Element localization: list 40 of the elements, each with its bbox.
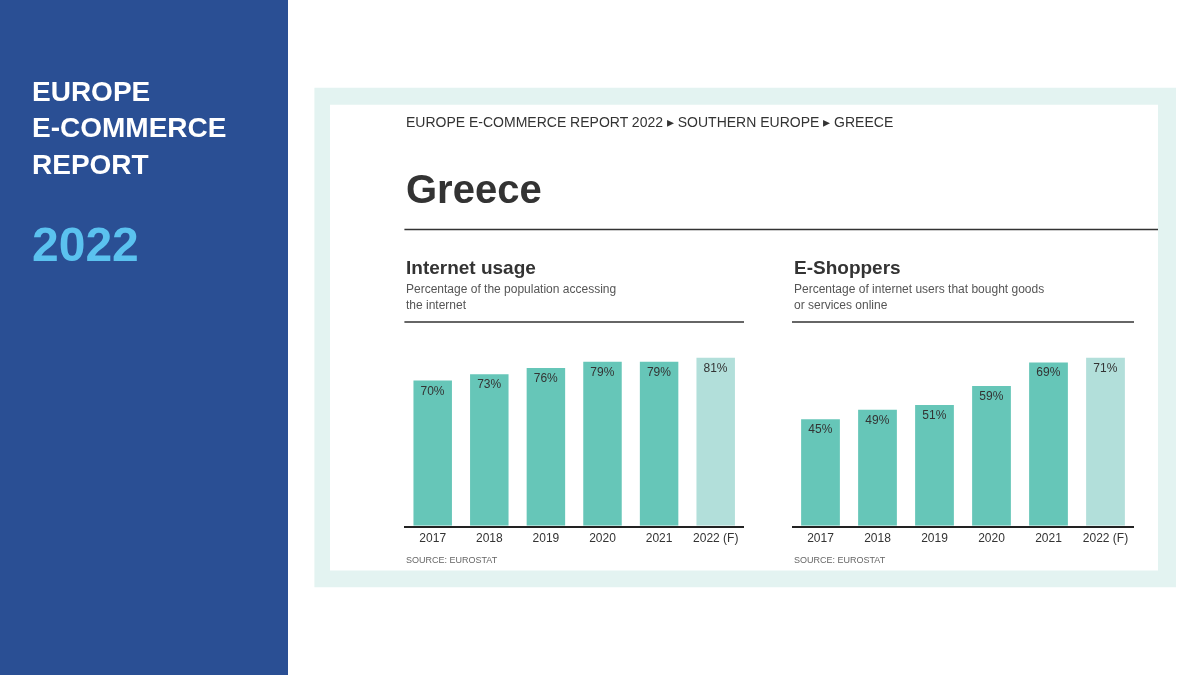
bar [915, 405, 954, 526]
x-tick-label: 2018 [475, 531, 503, 546]
x-tick-label: 2020 [589, 531, 617, 546]
text: 2022 [32, 218, 139, 271]
bar [1029, 362, 1068, 526]
data-label: 45% [808, 422, 833, 437]
x-tick-label: 2022 (F) [1082, 531, 1129, 546]
data-label: 76% [533, 371, 559, 386]
x-tick-label: 2017 [419, 531, 447, 546]
data-label: 70% [420, 383, 445, 398]
data-label: 79% [590, 364, 615, 379]
x-tick-label: 2022 (F) [693, 531, 739, 546]
chart-subtitle: Percentage of the population accessing the internet [406, 282, 617, 312]
bar [858, 409, 897, 526]
data-label: 79% [646, 364, 672, 379]
text: EUROPE E-COMMERCE REPORT 2022 ▸ SOUTHERN EUROPE ▸ GREECE [406, 114, 894, 130]
data-label: 73% [477, 377, 502, 392]
bar [801, 419, 840, 526]
x-tick-label: 2018 [864, 531, 892, 546]
x-tick-label: 2021 [645, 531, 673, 546]
data-label: 49% [865, 412, 890, 427]
x-tick-label: 2017 [807, 531, 835, 546]
data-label: 81% [703, 360, 728, 375]
source-note: SOURCE: EUROSTAT [406, 555, 498, 565]
chart-title: Internet usage [406, 257, 536, 278]
chart-subtitle: Percentage of internet users that bought goods or services online [794, 282, 1045, 312]
text: Greece [406, 167, 542, 211]
text: EUROPE E-COMMERCE REPORT [32, 76, 227, 180]
bar [972, 386, 1011, 526]
data-label: 59% [979, 389, 1004, 404]
x-tick-label: 2020 [978, 531, 1006, 546]
chart-title: E-Shoppers [794, 257, 901, 278]
source-note: SOURCE: EUROSTAT [794, 555, 886, 565]
data-label: 69% [1036, 365, 1061, 380]
data-label: 71% [1093, 360, 1118, 375]
x-tick-label: 2021 [1035, 531, 1063, 546]
x-tick-label: 2019 [921, 531, 949, 546]
x-tick-label: 2019 [532, 531, 560, 546]
data-label: 51% [922, 408, 947, 423]
bar [1086, 357, 1125, 526]
